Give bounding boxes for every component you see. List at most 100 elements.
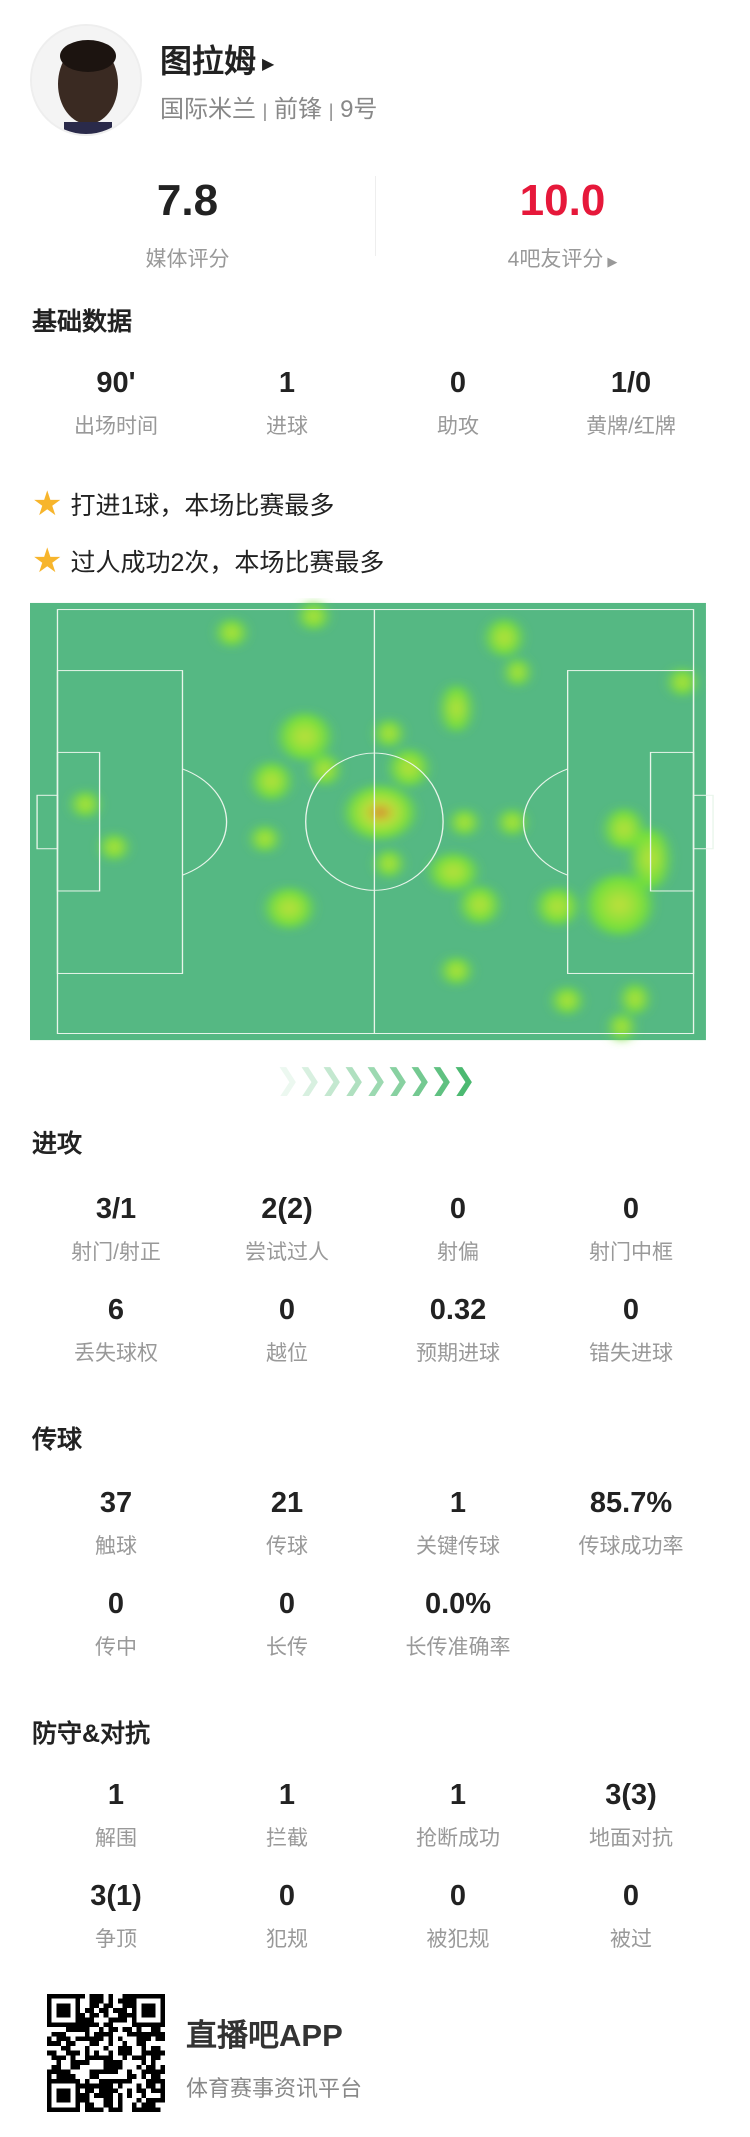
qr-code [46, 1994, 166, 2112]
stat-item: 1 关键传球 [373, 1486, 543, 1560]
player-avatar[interactable] [30, 24, 142, 136]
chevron-right-icon: ❯ [451, 1066, 473, 1096]
chevron-right-icon: ❯ [297, 1066, 319, 1096]
stat-label: 被过 [610, 1928, 652, 1951]
highlight-text: 打进1球，本场比赛最多 [70, 492, 335, 520]
heat-spot [391, 749, 427, 787]
heat-spot [499, 809, 525, 835]
heatmap-pitch [30, 602, 714, 1041]
fan-rating-label: 4吧友评分 [507, 248, 604, 271]
heat-spot [431, 853, 476, 890]
stat-value: 90' [96, 367, 136, 399]
player-name: 图拉姆 [160, 43, 257, 79]
position: 前锋 [274, 96, 323, 123]
heat-spot [670, 668, 695, 696]
stat-value: 2(2) [261, 1193, 313, 1225]
stat-value: 1 [278, 1779, 296, 1811]
stat-label: 触球 [95, 1535, 137, 1558]
heat-spot [506, 659, 529, 686]
stat-item: 2(2) 尝试过人 [202, 1192, 372, 1266]
stat-item: 1/0 黄牌/红牌 [546, 366, 716, 440]
stat-value: 0 [278, 1294, 296, 1326]
stat-value: 0 [622, 1880, 640, 1912]
fan-rating[interactable]: 10.0 4吧友评分 ▶ [375, 175, 750, 273]
stat-item: 0 传中 [31, 1587, 201, 1661]
heat-spot [487, 619, 522, 656]
stat-label: 解围 [95, 1827, 137, 1850]
stat-label: 射门中框 [589, 1241, 673, 1264]
stat-label: 传中 [95, 1636, 137, 1659]
stat-label: 拦截 [266, 1827, 308, 1850]
stat-item: 3(3) 地面对抗 [546, 1778, 716, 1852]
chevron-right-icon: ❯ [341, 1066, 363, 1096]
highlight-item: ★ 过人成功2次，本场比赛最多 [32, 543, 384, 579]
stat-label: 地面对抗 [589, 1827, 673, 1850]
stat-item: 3/1 射门/射正 [31, 1192, 201, 1266]
stat-item: 0 助攻 [373, 366, 543, 440]
stat-value: 0 [622, 1193, 640, 1225]
heat-spot [252, 826, 278, 852]
stat-value: 1 [278, 367, 296, 399]
stat-label: 长传 [266, 1636, 308, 1659]
stat-item: 1 抢断成功 [373, 1778, 543, 1852]
star-icon: ★ [32, 485, 63, 523]
stat-item: 1 解围 [31, 1778, 201, 1852]
heat-spot [101, 834, 127, 860]
heat-spot [442, 685, 471, 732]
stat-item: 1 进球 [202, 366, 372, 440]
heat-spot [253, 762, 290, 800]
stat-label: 长传准确率 [405, 1636, 511, 1659]
stat-item: 0 被过 [546, 1879, 716, 1953]
stat-label: 丢失球权 [74, 1342, 158, 1365]
rating-divider [375, 176, 376, 256]
heat-spot [610, 1013, 633, 1041]
stat-item: 0 犯规 [202, 1879, 372, 1953]
stat-value: 0 [449, 1193, 467, 1225]
stat-label: 进球 [266, 415, 308, 438]
team-name: 国际米兰 [160, 96, 256, 123]
caret-right-icon: ▶ [607, 254, 618, 269]
stat-item: 0 射偏 [373, 1192, 543, 1266]
chevron-right-icon: ❯ [275, 1066, 297, 1096]
stat-value: 1/0 [610, 367, 652, 399]
heat-spot [72, 791, 98, 817]
chevron-right-icon: ❯ [407, 1066, 429, 1096]
heat-spot [376, 720, 402, 747]
player-meta: 国际米兰 | 前锋 | 9号 [160, 89, 377, 124]
player-photo [32, 26, 140, 134]
heatmap [30, 598, 725, 1050]
player-name-link[interactable]: 图拉姆 ▶ [160, 36, 274, 82]
stat-value: 0 [278, 1880, 296, 1912]
heat-spot [267, 888, 312, 928]
section-title-defense: 防守&对抗 [32, 1720, 151, 1748]
stat-item: 37 触球 [31, 1486, 201, 1560]
stat-value: 0 [278, 1588, 296, 1620]
stat-value: 0.32 [429, 1294, 487, 1326]
stat-label: 预期进球 [416, 1342, 500, 1365]
heat-spot [376, 850, 402, 877]
media-rating-value: 7.8 [156, 176, 219, 225]
media-rating-label: 媒体评分 [145, 248, 230, 271]
stat-value: 1 [449, 1487, 467, 1519]
stat-item: 0.32 预期进球 [373, 1293, 543, 1367]
chevron-right-icon: ❯ [363, 1066, 385, 1096]
stat-label: 关键传球 [416, 1535, 500, 1558]
stat-value: 3(1) [90, 1880, 142, 1912]
stat-item: 0.0% 长传准确率 [373, 1587, 543, 1661]
app-name: 直播吧APP [186, 2018, 343, 2053]
heat-spot [300, 602, 327, 630]
stat-value: 0.0% [424, 1588, 492, 1620]
stat-item: 1 拦截 [202, 1778, 372, 1852]
stat-value: 3(3) [605, 1779, 657, 1811]
stat-value: 1 [107, 1779, 125, 1811]
heat-spot [311, 754, 339, 785]
caret-right-icon: ▶ [262, 55, 275, 73]
stat-label: 出场时间 [74, 415, 158, 438]
section-title-basic: 基础数据 [32, 308, 133, 336]
fan-rating-value: 10.0 [519, 176, 606, 225]
stat-label: 越位 [266, 1342, 308, 1365]
section-title-attack: 进攻 [32, 1130, 83, 1158]
stat-item: 21 传球 [202, 1486, 372, 1560]
heat-spot [538, 888, 577, 925]
stat-item: 85.7% 传球成功率 [546, 1486, 716, 1560]
